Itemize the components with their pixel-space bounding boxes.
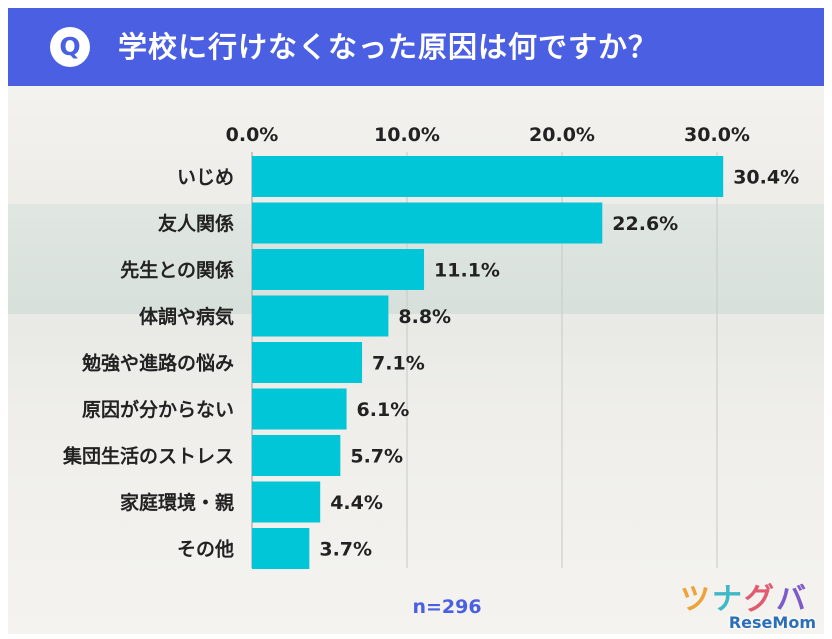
bar-2: [252, 249, 425, 290]
sample-size: n=296: [412, 596, 482, 618]
header-banner: Q 学校に行けなくなった原因は何ですか？: [8, 8, 824, 86]
category-label-3: 体調や病気: [139, 305, 234, 328]
category-label-4: 勉強や進路の悩み: [81, 352, 234, 375]
logo-char-1: ツ: [680, 582, 712, 617]
question-title: 学校に行けなくなった原因は何ですか？: [118, 30, 659, 64]
bar-8: [252, 528, 310, 569]
value-label-1: 22.6%: [612, 213, 678, 235]
category-label-1: 友人関係: [158, 212, 234, 235]
tsunaguba-logo: ツナグバ: [680, 574, 808, 618]
value-label-5: 6.1%: [357, 399, 410, 421]
x-tick-label-1: 10.0%: [374, 124, 440, 146]
logo-char-3: グ: [744, 582, 776, 617]
value-label-2: 11.1%: [434, 260, 500, 282]
category-label-7: 家庭環境・親: [120, 491, 234, 514]
value-label-7: 4.4%: [330, 492, 383, 514]
bar-1: [252, 202, 603, 244]
category-label-5: 原因が分からない: [82, 398, 234, 421]
bar-3: [252, 295, 389, 337]
x-tick-label-2: 20.0%: [529, 124, 595, 146]
value-label-0: 30.4%: [733, 167, 799, 189]
x-tick-label-3: 30.0%: [684, 124, 750, 146]
category-label-2: 先生との関係: [120, 259, 234, 282]
bar-7: [252, 481, 321, 523]
logo: ツナグバ ReseMom: [680, 574, 820, 634]
logo-char-2: ナ: [712, 582, 744, 617]
logo-char-4: バ: [776, 582, 808, 617]
value-label-3: 8.8%: [398, 306, 451, 328]
bar-6: [252, 435, 341, 476]
resemom-logo: ReseMom: [728, 613, 816, 632]
value-label-4: 7.1%: [372, 353, 425, 375]
bar-5: [252, 388, 347, 430]
q-badge: Q: [50, 27, 90, 67]
category-label-8: その他: [177, 538, 234, 561]
value-label-8: 3.7%: [319, 539, 372, 561]
value-label-6: 5.7%: [350, 446, 403, 468]
category-label-0: いじめ: [177, 167, 234, 189]
bar-4: [252, 342, 363, 383]
category-label-6: 集団生活のストレス: [62, 445, 234, 468]
q-badge-letter: Q: [59, 32, 81, 61]
bar-0: [252, 156, 724, 197]
x-tick-label-0: 0.0%: [226, 124, 279, 146]
